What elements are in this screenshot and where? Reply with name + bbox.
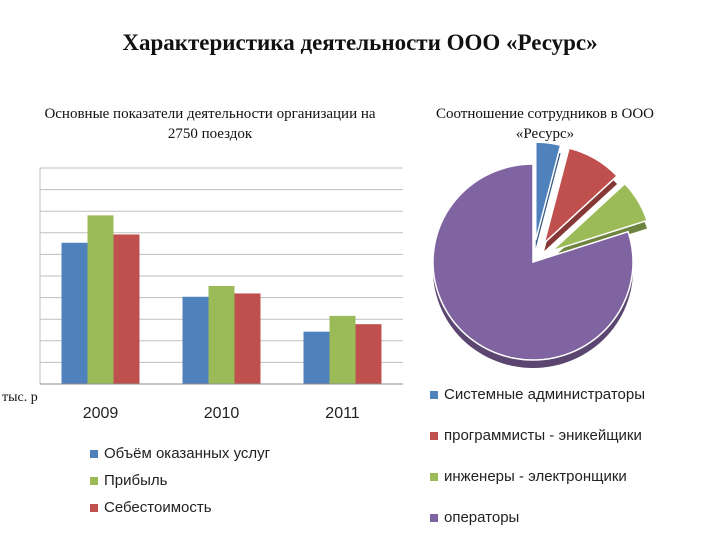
legend-item-profit: Прибыль [90,467,270,494]
bar-2010-series-1 [208,285,235,384]
legend-item-volume: Объём оказанных услуг [90,440,270,467]
legend-item-sysadmins: Системные администраторы [430,374,645,415]
pie-slice-2 [551,182,648,252]
bar-2009-series-0 [61,242,88,384]
unit-label: тыс. р [2,390,38,405]
legend-swatch-sysadmins [430,390,438,399]
x-tick-label-2010: 2010 [204,405,240,422]
page-title: Характеристика деятельности ООО «Ресурс» [122,30,598,55]
legend-item-operators: операторы [430,497,645,538]
bar-chart-title: Основные показатели деятельности организ… [44,106,376,142]
legend-label-profit: Прибыль [104,472,168,489]
bar-2009-series-2 [113,234,140,384]
legend-label-engineers: инженеры - электронщики [444,468,627,485]
legend-item-cost: Себестоимость [90,494,270,521]
bar-2009-series-1 [87,215,114,384]
bar-2010-series-0 [182,296,209,384]
pie-slice-1 [542,147,619,246]
legend-label-sysadmins: Системные администраторы [444,386,645,403]
legend-item-programmers: программисты - эникейщики [430,415,645,456]
bar-2011-series-2 [355,324,382,384]
bar-2011-series-1 [329,315,356,384]
bar-2011-series-0 [303,331,330,384]
x-tick-label-2011: 2011 [325,405,360,422]
bar-2010-series-2 [234,293,261,384]
legend-item-engineers: инженеры - электронщики [430,456,645,497]
bar-chart-legend: Объём оказанных услуг Прибыль Себестоимо… [90,440,270,521]
pie-chart-title: Соотношение сотрудников в ООО «Ресурс» [436,106,654,142]
legend-swatch-volume [90,449,98,458]
x-tick-label-2009: 2009 [83,405,119,422]
pie-slice-3 [432,163,634,361]
pie-chart-legend: Системные администраторы программисты - … [430,374,645,538]
legend-label-volume: Объём оказанных услуг [104,445,271,462]
legend-label-programmers: программисты - эникейщики [444,427,642,444]
legend-swatch-operators [430,513,438,522]
legend-swatch-profit [90,476,98,485]
legend-swatch-cost [90,503,98,512]
pie-slice-0 [535,141,562,241]
legend-swatch-programmers [430,431,438,440]
legend-label-cost: Себестоимость [104,499,212,516]
legend-swatch-engineers [430,472,438,481]
legend-label-operators: операторы [444,509,520,526]
